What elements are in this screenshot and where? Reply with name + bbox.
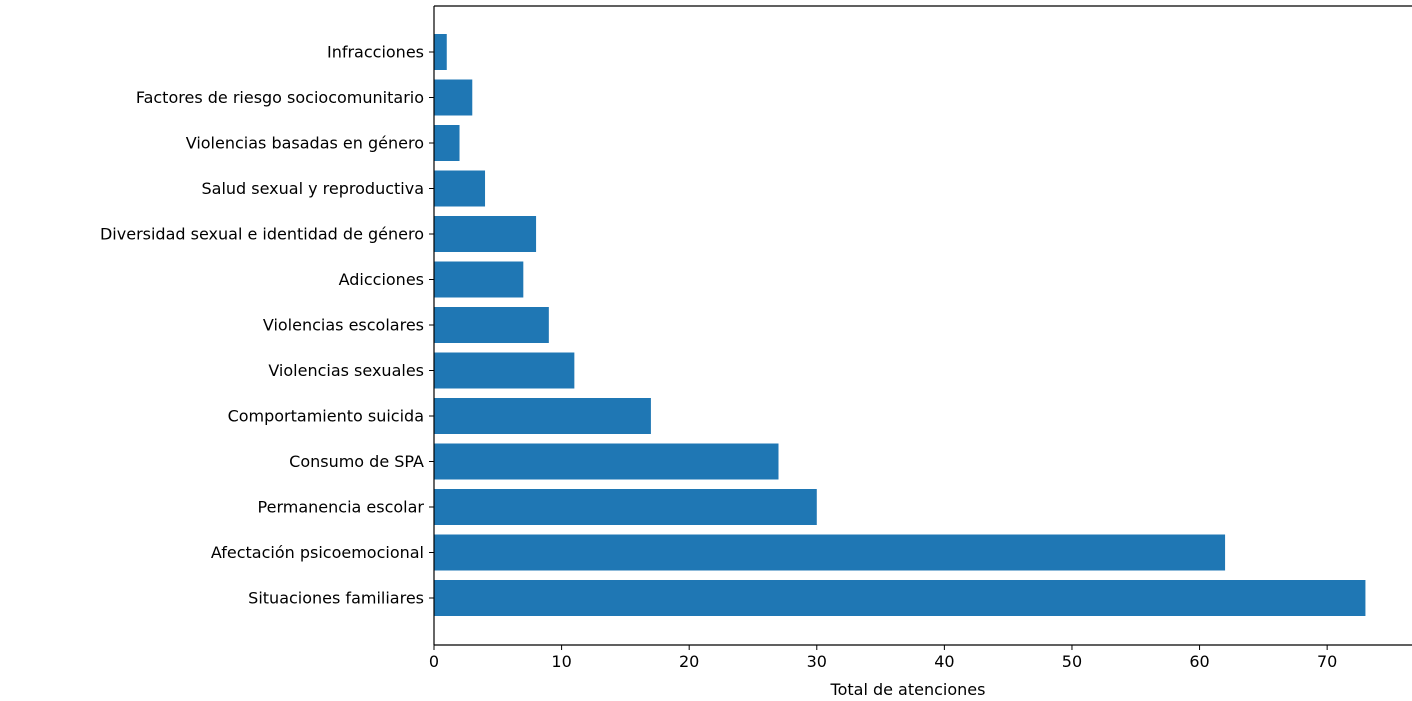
x-tick-label: 70 <box>1317 652 1337 671</box>
x-tick-label: 40 <box>934 652 954 671</box>
bar-violencias-basadas-en-genero <box>434 125 460 161</box>
bar-comportamiento-suicida <box>434 398 651 434</box>
y-axis-ticks: Situaciones familiares Afectación psicoem… <box>100 43 434 608</box>
bar-afectacion-psicoemocional <box>434 534 1226 571</box>
bar-violencias-sexuales <box>434 352 575 389</box>
bar-violencias-escolares <box>434 307 549 343</box>
x-tick-label: 60 <box>1189 652 1209 671</box>
x-tick-label: 20 <box>679 652 699 671</box>
y-tick-label: Permanencia escolar <box>258 498 425 517</box>
y-tick-label: Salud sexual y reproductiva <box>201 179 424 198</box>
y-tick-label: Infracciones <box>327 43 424 62</box>
bar-permanencia-escolar <box>434 489 817 525</box>
bar-situaciones-familiares <box>434 580 1366 616</box>
y-tick-label: Diversidad sexual e identidad de género <box>100 225 424 244</box>
bar-consumo-de-spa <box>434 443 779 480</box>
x-tick-label: 0 <box>429 652 439 671</box>
bar-infracciones <box>434 34 447 70</box>
y-tick-label: Situaciones familiares <box>248 589 424 608</box>
bar-salud-sexual-y-reproductiva <box>434 170 486 207</box>
y-tick-label: Afectación psicoemocional <box>211 543 424 562</box>
x-axis-ticks: 0 10 20 30 40 50 60 70 <box>429 645 1337 671</box>
y-tick-label: Violencias basadas en género <box>186 134 424 153</box>
y-tick-label: Comportamiento suicida <box>228 407 424 426</box>
x-axis-label: Total de atenciones <box>830 680 986 699</box>
bar-factores-de-riesgo-sociocomunitario <box>434 79 473 116</box>
y-tick-label: Consumo de SPA <box>289 452 424 471</box>
x-tick-label: 10 <box>551 652 571 671</box>
x-tick-label: 30 <box>807 652 827 671</box>
y-tick-label: Adicciones <box>339 270 424 289</box>
bar-diversidad-sexual-e-identidad-de-genero <box>434 216 537 252</box>
bars-group <box>434 34 1366 616</box>
y-tick-label: Factores de riesgo sociocomunitario <box>136 88 424 107</box>
bar-adicciones <box>434 261 524 298</box>
x-tick-label: 50 <box>1062 652 1082 671</box>
y-tick-label: Violencias escolares <box>263 316 424 335</box>
y-tick-label: Violencias sexuales <box>268 361 424 380</box>
